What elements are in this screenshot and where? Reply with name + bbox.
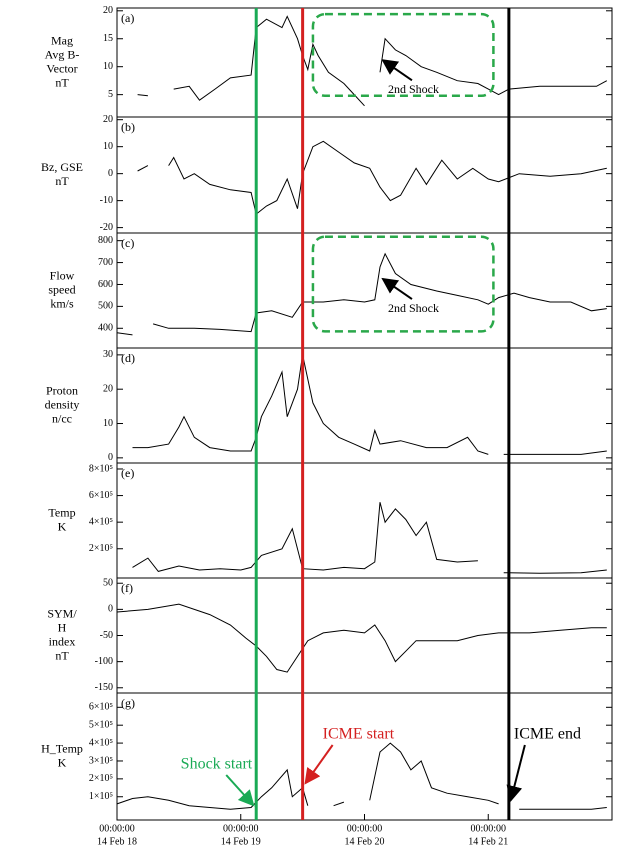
y-tick-label: 400 [98, 323, 113, 334]
y-axis-label: Avg B- [45, 47, 80, 61]
annotation-text: 2nd Shock [388, 301, 439, 315]
panel-frame [116, 347, 613, 464]
y-axis-label: Temp [48, 505, 75, 519]
y-axis-label: K [58, 519, 67, 533]
y-tick-label: 6×10⁵ [89, 702, 113, 713]
panel-frame [116, 7, 613, 118]
y-tick-label: 10 [103, 141, 113, 152]
x-tick-label: 14 Feb 21 [468, 836, 508, 847]
panel-frame [116, 462, 613, 579]
y-axis-label: K [58, 755, 67, 769]
y-tick-label: 800 [98, 235, 113, 246]
panel-label: (a) [121, 11, 134, 25]
y-tick-label: 20 [103, 5, 113, 16]
y-tick-label: 4×10⁵ [89, 737, 113, 748]
y-tick-label: 0 [108, 604, 113, 615]
panel-label: (e) [121, 466, 134, 480]
event-arrow [304, 744, 334, 785]
y-tick-label: 50 [103, 578, 113, 589]
y-tick-label: -20 [100, 222, 113, 233]
x-tick-label: 14 Feb 20 [345, 836, 385, 847]
x-tick-label: 00:00:00 [223, 823, 259, 834]
event-label: ICME start [323, 726, 395, 743]
y-tick-label: 10 [103, 61, 113, 72]
y-axis-label: nT [55, 174, 69, 188]
y-axis-label: n/cc [52, 411, 72, 425]
event-label: Shock start [181, 756, 253, 773]
panel-label: (b) [121, 120, 135, 134]
y-tick-label: 500 [98, 301, 113, 312]
y-tick-label: 700 [98, 257, 113, 268]
x-tick-label: 14 Feb 18 [97, 836, 137, 847]
data-line [137, 15, 608, 107]
y-axis-label: nT [55, 75, 69, 89]
y-tick-label: 1×10⁵ [89, 791, 113, 802]
y-axis-label: km/s [50, 296, 74, 310]
y-axis-label: Bz, GSE [41, 160, 83, 174]
y-tick-label: 30 [103, 349, 113, 360]
y-tick-label: -100 [95, 656, 113, 667]
y-axis-label: density [45, 397, 80, 411]
y-axis-label: index [49, 634, 76, 648]
panel-label: (g) [121, 696, 135, 710]
x-tick-label: 00:00:00 [470, 823, 506, 834]
annotation-text: 2nd Shock [388, 82, 439, 96]
panel-frame [116, 577, 613, 694]
x-tick-label: 00:00:00 [99, 823, 135, 834]
data-line [137, 140, 607, 215]
panel-label: (c) [121, 236, 134, 250]
panel-label: (d) [121, 351, 135, 365]
y-axis-label: Mag [51, 33, 73, 47]
annotation-arrow [381, 59, 413, 82]
y-tick-label: 6×10⁵ [89, 490, 113, 501]
highlight-box [311, 12, 495, 98]
y-tick-label: 15 [103, 33, 113, 44]
y-tick-label: 20 [103, 114, 113, 125]
x-tick-label: 00:00:00 [347, 823, 383, 834]
y-tick-label: 4×10⁵ [89, 516, 113, 527]
y-axis-label: speed [48, 282, 75, 296]
y-tick-label: -10 [100, 195, 113, 206]
event-label: ICME end [514, 726, 581, 743]
y-tick-label: 3×10⁵ [89, 755, 113, 766]
data-line [116, 252, 607, 336]
highlight-box [311, 235, 495, 333]
y-tick-label: 10 [103, 418, 113, 429]
y-tick-label: 2×10⁵ [89, 773, 113, 784]
y-axis-label: SYM/ [47, 606, 77, 620]
data-line [116, 603, 607, 673]
panel-label: (f) [121, 581, 133, 595]
x-tick-label: 14 Feb 19 [221, 836, 261, 847]
y-axis-label: H [58, 620, 67, 634]
y-tick-label: 5 [108, 89, 113, 100]
y-tick-label: 20 [103, 383, 113, 394]
data-line [132, 502, 607, 574]
data-line [116, 742, 607, 810]
y-axis-label: H_Temp [41, 741, 83, 755]
y-tick-label: 5×10⁵ [89, 719, 113, 730]
event-arrow [225, 774, 255, 807]
y-axis-label: Vector [46, 61, 77, 75]
y-axis-label: Proton [46, 383, 78, 397]
y-axis-label: nT [55, 648, 69, 662]
event-arrow [506, 744, 526, 802]
y-tick-label: 0 [108, 168, 113, 179]
y-tick-label: -150 [95, 682, 113, 693]
y-axis-label: Flow [50, 268, 75, 282]
annotation-arrow [381, 277, 413, 300]
y-tick-label: 0 [108, 452, 113, 463]
y-tick-label: -50 [100, 630, 113, 641]
y-tick-label: 600 [98, 279, 113, 290]
y-tick-label: 8×10⁵ [89, 463, 113, 474]
y-tick-label: 2×10⁵ [89, 543, 113, 554]
data-line [132, 354, 607, 455]
